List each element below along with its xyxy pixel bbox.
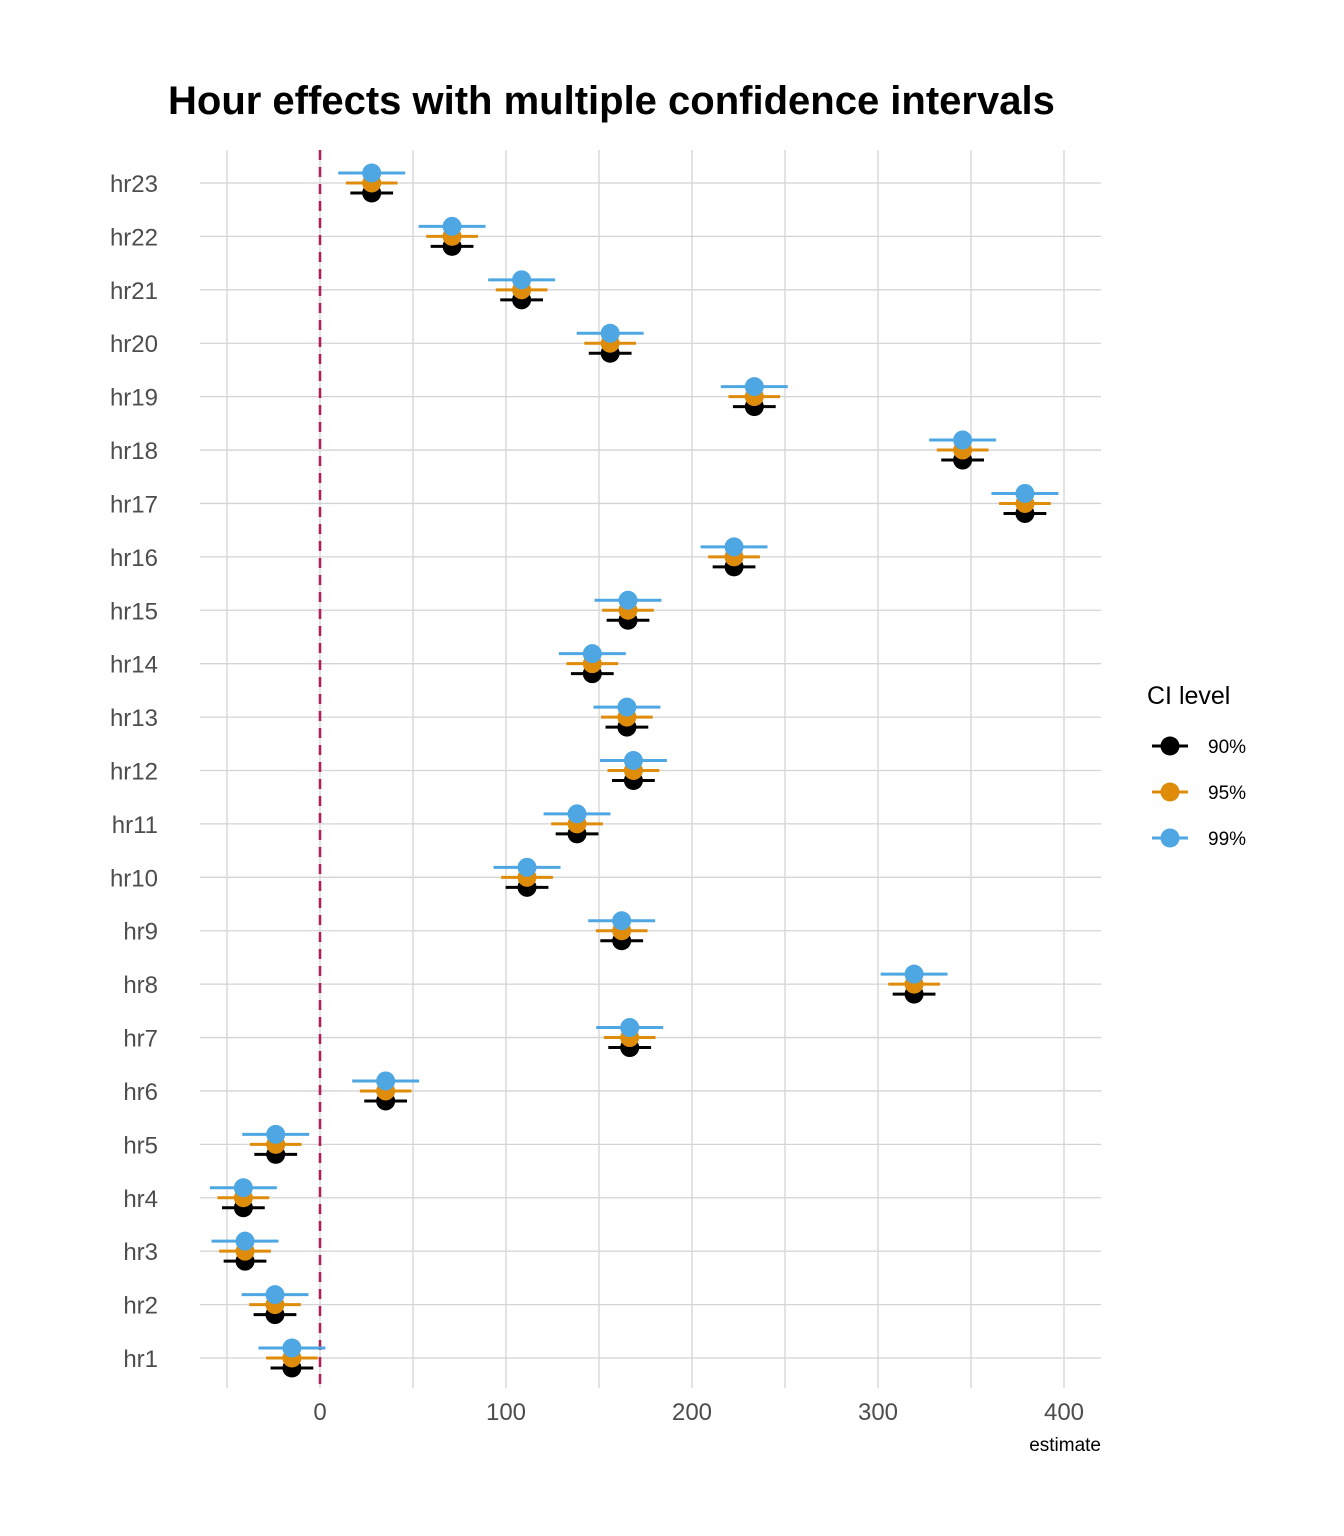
- estimate-point: [442, 216, 462, 236]
- y-tick-label: hr20: [110, 331, 158, 358]
- y-tick-label: hr21: [110, 278, 158, 305]
- ci-mark-hr2-99: [241, 1285, 309, 1305]
- y-tick-label: hr13: [110, 705, 158, 732]
- estimate-point: [266, 1124, 286, 1144]
- estimate-point: [744, 377, 764, 397]
- estimate-point: [362, 163, 382, 183]
- estimate-point: [620, 1018, 640, 1038]
- legend-title: CI level: [1147, 682, 1230, 710]
- y-tick-label: hr19: [110, 385, 158, 412]
- y-tick-label: hr3: [123, 1239, 158, 1266]
- legend-key-point: [1160, 782, 1180, 802]
- estimate-point: [618, 590, 638, 610]
- estimate-point: [617, 697, 637, 717]
- ci-mark-hr1-99: [258, 1338, 326, 1358]
- legend-entry-95: 95%: [1152, 782, 1246, 804]
- estimate-point: [1015, 483, 1035, 503]
- data-marks: [209, 163, 1059, 1378]
- estimate-point: [724, 537, 744, 557]
- estimate-point: [233, 1178, 253, 1198]
- x-tick-label: 300: [858, 1399, 898, 1426]
- ci-mark-hr22-99: [418, 216, 486, 236]
- legend-entry-99: 99%: [1152, 828, 1246, 850]
- x-axis: 0 100 200 300 400: [313, 1399, 1084, 1426]
- ci-mark-hr13-99: [593, 697, 661, 717]
- estimate-point: [612, 911, 632, 931]
- y-tick-label: hr16: [110, 545, 158, 572]
- y-tick-label: hr15: [110, 598, 158, 625]
- y-tick-label: hr18: [110, 438, 158, 465]
- ci-mark-hr4-99: [209, 1178, 277, 1198]
- y-tick-label: hr12: [110, 759, 158, 786]
- ci-mark-hr19-99: [720, 377, 788, 397]
- x-tick-label: 100: [486, 1399, 526, 1426]
- chart-title: Hour effects with multiple confidence in…: [168, 79, 1055, 123]
- ci-mark-hr7-99: [596, 1018, 664, 1038]
- y-tick-label: hr1: [123, 1346, 158, 1373]
- estimate-point: [265, 1285, 285, 1305]
- legend-label: 90%: [1208, 737, 1246, 758]
- legend-label: 99%: [1208, 829, 1246, 850]
- estimate-point: [512, 270, 532, 290]
- ci-mark-hr9-99: [588, 911, 656, 931]
- y-tick-label: hr5: [123, 1132, 158, 1159]
- ci-mark-hr18-99: [929, 430, 997, 450]
- ci-mark-hr12-99: [599, 751, 667, 770]
- ci-mark-hr8-99: [880, 964, 948, 984]
- y-tick-label: hr2: [123, 1293, 158, 1320]
- y-tick-label: hr4: [123, 1186, 158, 1213]
- y-tick-label: hr14: [110, 652, 158, 679]
- estimate-point: [582, 644, 602, 664]
- estimate-point: [904, 964, 924, 984]
- estimate-point: [235, 1231, 255, 1251]
- ci-mark-hr16-99: [700, 537, 768, 557]
- y-tick-label: hr6: [123, 1079, 158, 1106]
- y-tick-label: hr11: [112, 812, 158, 839]
- y-tick-label: hr9: [123, 919, 158, 946]
- ci-mark-hr17-99: [991, 483, 1059, 503]
- y-tick-label: hr17: [110, 491, 158, 518]
- x-tick-label: 0: [313, 1399, 326, 1426]
- ci-mark-hr5-99: [242, 1124, 310, 1144]
- ci-mark-hr15-99: [594, 590, 662, 610]
- y-tick-label: hr22: [110, 224, 158, 251]
- legend-entry-90: 90%: [1152, 736, 1246, 758]
- ci-mark-hr3-99: [211, 1231, 279, 1251]
- y-tick-label: hr10: [110, 865, 158, 892]
- estimate-point: [600, 323, 620, 343]
- ci-mark-hr10-99: [493, 857, 561, 877]
- legend: CI level 90% 95% 99%: [1147, 682, 1246, 850]
- legend-key-point: [1160, 736, 1180, 756]
- estimate-point: [953, 430, 973, 450]
- ci-mark-hr14-99: [558, 644, 626, 664]
- y-tick-label: hr8: [123, 972, 158, 999]
- estimate-point: [376, 1071, 396, 1091]
- ci-mark-hr21-99: [488, 270, 556, 290]
- estimate-point: [282, 1338, 302, 1358]
- estimate-point: [517, 857, 537, 877]
- estimate-point: [623, 751, 643, 770]
- ci-mark-hr23-99: [338, 163, 406, 183]
- y-tick-label: hr7: [123, 1026, 158, 1053]
- ci-mark-hr6-99: [352, 1071, 420, 1091]
- legend-key-point: [1160, 828, 1180, 848]
- legend-label: 95%: [1208, 783, 1246, 804]
- y-axis: hr1 hr2 hr3 hr4 hr5 hr6 hr7 hr8 hr9 hr10 hr11 hr12 h…: [110, 171, 158, 1373]
- ci-mark-hr20-99: [576, 323, 644, 343]
- x-tick-label: 400: [1044, 1399, 1084, 1426]
- x-tick-label: 200: [672, 1399, 712, 1426]
- x-axis-label: estimate: [1029, 1435, 1101, 1456]
- estimate-point: [567, 804, 587, 824]
- y-tick-label: hr23: [110, 171, 158, 198]
- ci-mark-hr11-99: [543, 804, 611, 824]
